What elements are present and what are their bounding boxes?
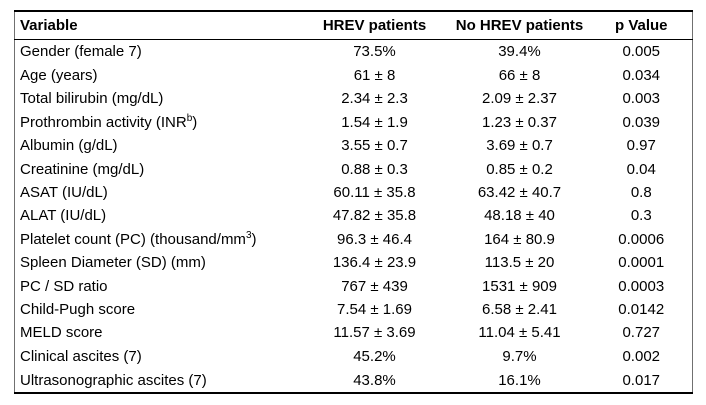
p-value-cell: 0.0006 bbox=[618, 230, 665, 248]
column-header-no-hrev-patients: No HREV patients bbox=[448, 11, 591, 40]
hrev-value-cell: 61 ± 8 bbox=[353, 66, 396, 84]
hrev-value-cell: 45.2% bbox=[353, 347, 396, 365]
no-hrev-value-cell: 39.4% bbox=[498, 43, 541, 61]
hrev-value-cell: 767 ± 439 bbox=[341, 277, 408, 295]
table-frame: Variable HREV patients No HREV patients … bbox=[14, 10, 693, 394]
no-hrev-value-cell: 63.42 ± 40.7 bbox=[477, 183, 562, 201]
no-hrev-value-cell: 1531 ± 909 bbox=[482, 277, 557, 295]
table-row: Clinical ascites (7) 45.2% 9.7% 0.002 bbox=[15, 345, 693, 368]
p-value-cell: 0.0001 bbox=[618, 254, 665, 272]
table-body: Gender (female 7) 73.5% 39.4% 0.005 Age (yea… bbox=[15, 40, 693, 394]
no-hrev-value-cell: 164 ± 80.9 bbox=[484, 230, 555, 248]
variable-cell: ALAT (IU/dL) bbox=[20, 207, 107, 225]
variable-cell: Albumin (g/dL) bbox=[20, 137, 118, 155]
hrev-value-cell: 43.8% bbox=[353, 371, 396, 389]
no-hrev-value-cell: 48.18 ± 40 bbox=[484, 207, 555, 225]
table-row: PC / SD ratio 767 ± 439 1531 ± 909 0.0003 bbox=[15, 274, 693, 297]
p-value-cell: 0.034 bbox=[622, 66, 661, 84]
p-value-cell: 0.3 bbox=[630, 207, 652, 225]
table-row: Prothrombin activity (INRb) 1.54 ± 1.9 1.2… bbox=[15, 110, 693, 133]
variable-cell: Gender (female 7) bbox=[20, 43, 142, 61]
column-header-hrev-patients: HREV patients bbox=[300, 11, 449, 40]
table-row: Total bilirubin (mg/dL) 2.34 ± 2.3 2.09 ± … bbox=[15, 87, 693, 110]
variable-cell: Ultrasonographic ascites (7) bbox=[20, 371, 207, 389]
table-row: Gender (female 7) 73.5% 39.4% 0.005 bbox=[15, 40, 693, 64]
table-row: MELD score 11.57 ± 3.69 11.04 ± 5.41 0.727 bbox=[15, 321, 693, 344]
table-row: Ultrasonographic ascites (7) 43.8% 16.1% 0.… bbox=[15, 368, 693, 393]
variable-cell: Creatinine (mg/dL) bbox=[20, 160, 145, 178]
hrev-value-cell: 96.3 ± 46.4 bbox=[337, 230, 412, 248]
table-row: Creatinine (mg/dL) 0.88 ± 0.3 0.85 ± 0.2 0.… bbox=[15, 157, 693, 180]
p-value-cell: 0.727 bbox=[622, 324, 661, 342]
p-value-cell: 0.0142 bbox=[618, 301, 665, 319]
hrev-value-cell: 2.34 ± 2.3 bbox=[341, 90, 408, 108]
hrev-value-cell: 7.54 ± 1.69 bbox=[337, 301, 412, 319]
p-value-cell: 0.002 bbox=[622, 347, 661, 365]
table-row: ALAT (IU/dL) 47.82 ± 35.8 48.18 ± 40 0.3 bbox=[15, 204, 693, 227]
hrev-value-cell: 1.54 ± 1.9 bbox=[341, 113, 408, 131]
p-value-cell: 0.97 bbox=[626, 137, 656, 155]
table-row: ASAT (IU/dL) 60.11 ± 35.8 63.42 ± 40.7 0.8 bbox=[15, 181, 693, 204]
variable-cell: MELD score bbox=[20, 324, 103, 342]
p-value-cell: 0.003 bbox=[622, 90, 661, 108]
hrev-value-cell: 60.11 ± 35.8 bbox=[333, 183, 416, 201]
no-hrev-value-cell: 11.04 ± 5.41 bbox=[478, 324, 561, 342]
p-value-cell: 0.017 bbox=[622, 371, 661, 389]
table-row: Spleen Diameter (SD) (mm) 136.4 ± 23.9 113… bbox=[15, 251, 693, 274]
hrev-value-cell: 73.5% bbox=[353, 43, 396, 61]
variable-cell: Age (years) bbox=[20, 66, 98, 84]
variable-cell: Total bilirubin (mg/dL) bbox=[20, 90, 164, 108]
p-value-cell: 0.005 bbox=[622, 43, 661, 61]
no-hrev-value-cell: 66 ± 8 bbox=[498, 66, 541, 84]
p-value-cell: 0.039 bbox=[622, 113, 661, 131]
no-hrev-value-cell: 16.1% bbox=[498, 371, 541, 389]
variable-cell: Prothrombin activity (INRb) bbox=[20, 112, 198, 131]
table-row: Child-Pugh score 7.54 ± 1.69 6.58 ± 2.41 0.… bbox=[15, 298, 693, 321]
p-value-cell: 0.04 bbox=[626, 160, 656, 178]
header-row: Variable HREV patients No HREV patients … bbox=[14, 11, 693, 40]
no-hrev-value-cell: 1.23 ± 0.37 bbox=[482, 113, 557, 131]
variable-cell: Child-Pugh score bbox=[20, 301, 136, 319]
table-row: Albumin (g/dL) 3.55 ± 0.7 3.69 ± 0.7 0.97 bbox=[15, 134, 693, 157]
no-hrev-value-cell: 9.7% bbox=[502, 347, 537, 365]
comparison-table: Variable HREV patients No HREV patients … bbox=[14, 10, 693, 394]
column-header-p-value: p Value bbox=[590, 11, 693, 40]
variable-cell: ASAT (IU/dL) bbox=[20, 183, 108, 201]
variable-cell: Spleen Diameter (SD) (mm) bbox=[20, 254, 206, 272]
table-header: Variable HREV patients No HREV patients … bbox=[14, 11, 693, 40]
variable-cell: PC / SD ratio bbox=[20, 277, 108, 295]
no-hrev-value-cell: 113.5 ± 20 bbox=[484, 254, 555, 272]
no-hrev-value-cell: 3.69 ± 0.7 bbox=[486, 137, 553, 155]
p-value-cell: 0.0003 bbox=[618, 277, 665, 295]
table-row: Age (years) 61 ± 8 66 ± 8 0.034 bbox=[15, 64, 693, 87]
column-header-variable: Variable bbox=[14, 11, 301, 40]
no-hrev-value-cell: 6.58 ± 2.41 bbox=[482, 301, 557, 319]
no-hrev-value-cell: 2.09 ± 2.37 bbox=[482, 90, 557, 108]
p-value-cell: 0.8 bbox=[630, 183, 652, 201]
variable-cell: Platelet count (PC) (thousand/mm3) bbox=[20, 229, 257, 248]
no-hrev-value-cell: 0.85 ± 0.2 bbox=[486, 160, 553, 178]
hrev-value-cell: 11.57 ± 3.69 bbox=[333, 324, 416, 342]
hrev-value-cell: 47.82 ± 35.8 bbox=[332, 207, 417, 225]
hrev-value-cell: 136.4 ± 23.9 bbox=[332, 254, 417, 272]
hrev-value-cell: 3.55 ± 0.7 bbox=[341, 137, 408, 155]
variable-cell: Clinical ascites (7) bbox=[20, 347, 142, 365]
hrev-value-cell: 0.88 ± 0.3 bbox=[341, 160, 408, 178]
table-row: Platelet count (PC) (thousand/mm3) 96.3 ±… bbox=[15, 228, 693, 251]
